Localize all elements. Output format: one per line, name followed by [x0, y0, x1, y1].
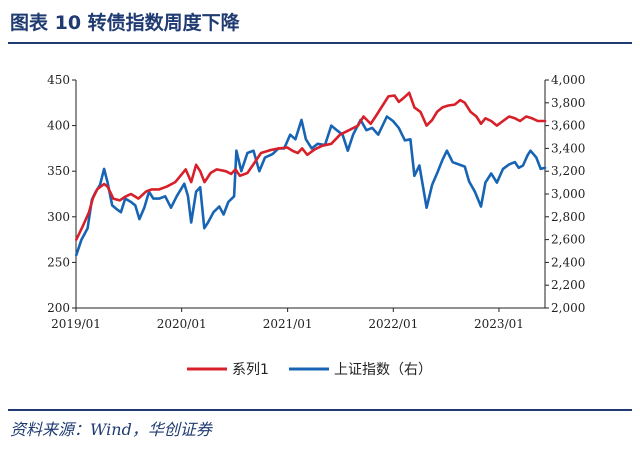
series-line-shanghai-index	[75, 115, 547, 257]
x-tick-label: 2022/01	[368, 317, 418, 331]
right-tick-label: 3,800	[551, 96, 585, 110]
source-note: 资料来源：Wind，华创证券	[10, 420, 212, 439]
right-tick-label: 3,400	[551, 141, 585, 155]
right-tick-label: 2,000	[551, 301, 585, 315]
right-tick-label: 2,400	[551, 255, 585, 269]
title-underline	[8, 42, 632, 44]
right-tick-label: 3,600	[551, 119, 585, 133]
chart-legend: 系列1 上证指数（右）	[187, 362, 432, 378]
source-divider	[8, 409, 632, 411]
left-tick-label: 450	[47, 73, 70, 87]
chart-title: 图表 10 转债指数周度下降	[10, 12, 240, 34]
left-tick-label: 300	[47, 210, 70, 224]
right-tick-label: 3,200	[551, 164, 585, 178]
left-tick-label: 350	[47, 164, 70, 178]
x-tick-label: 2019/01	[51, 317, 101, 331]
x-tick-label: 2021/01	[263, 317, 313, 331]
right-tick-label: 2,200	[551, 278, 585, 292]
right-tick-label: 2,800	[551, 210, 585, 224]
chart-axes: 450 400 350 300 250 200 4,000 3,800 3,600 3,400 3,…	[47, 73, 585, 331]
chart-lines	[75, 91, 547, 257]
x-tick-label: 2023/01	[474, 317, 524, 331]
right-tick-label: 3,000	[551, 187, 585, 201]
left-tick-label: 400	[47, 119, 70, 133]
left-tick-label: 200	[47, 301, 70, 315]
right-tick-label: 2,600	[551, 233, 585, 247]
legend-label-series1: 系列1	[232, 362, 269, 378]
x-tick-label: 2020/01	[157, 317, 207, 331]
right-tick-label: 4,000	[551, 73, 585, 87]
line-chart: 450 400 350 300 250 200 4,000 3,800 3,600 3,400 3,…	[47, 73, 585, 378]
series-line-convertible-index	[75, 91, 547, 241]
left-tick-label: 250	[47, 255, 70, 269]
legend-label-shanghai: 上证指数（右）	[334, 362, 432, 378]
